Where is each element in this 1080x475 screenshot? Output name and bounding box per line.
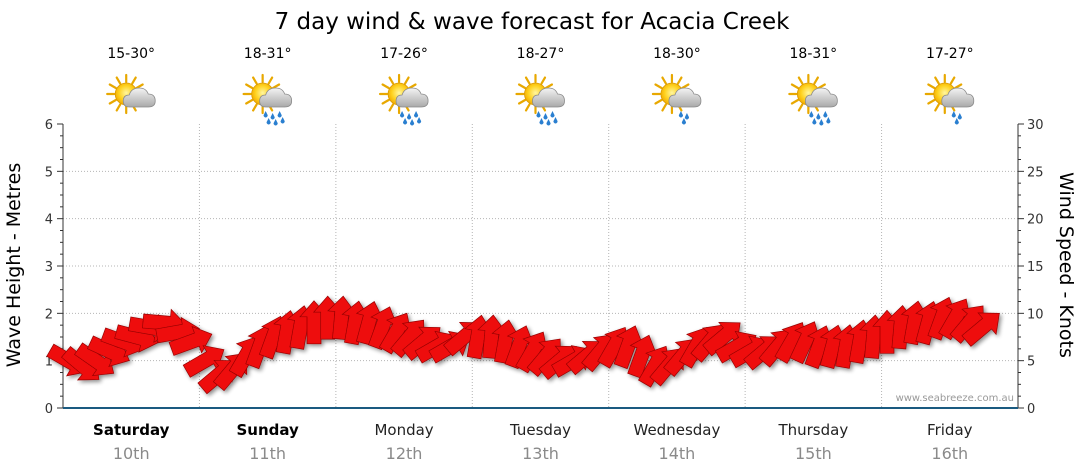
day-date-label: 11th [249,444,286,463]
left-axis-ticks: 0 1 2 3 4 5 6 [45,118,63,417]
day-name-label: Wednesday [634,421,721,439]
right-axis-ticks: 0 5 10 15 20 25 30 [1018,118,1044,417]
right-tick-label: 20 [1027,213,1044,228]
wind-arrow-series [46,295,1000,395]
left-tick-label: 0 [45,402,53,417]
chart-title: 7 day wind & wave forecast for Acacia Cr… [275,9,791,35]
left-tick-label: 3 [45,260,53,275]
right-tick-label: 0 [1027,402,1035,417]
day-name-label: Sunday [236,421,299,439]
day-name-label: Monday [374,421,433,439]
day-name-label: Friday [927,421,973,439]
wind-arrow [168,325,213,356]
temperature-range: 17-26° [380,46,428,62]
temperature-range: 17-27° [926,46,974,62]
temperature-range: 18-27° [517,46,565,62]
temperature-range: 18-31° [790,46,838,62]
right-tick-label: 30 [1027,118,1044,133]
weather-light-shower-icon [651,73,702,125]
day-name-label: Saturday [93,421,170,439]
day-date-label: 16th [931,444,968,463]
watermark: www.seabreeze.com.au [896,393,1014,404]
chart-grid [63,124,1018,408]
day-date-label: 14th [659,444,696,463]
day-date-label: 12th [386,444,423,463]
day-date-label: 15th [795,444,832,463]
left-tick-label: 6 [45,118,53,133]
left-tick-label: 2 [45,307,53,322]
left-axis-label: Wave Height - Metres [3,163,25,367]
day-forecast-headers: 15-30° 18-31° 17-26° 18-27° 18-30° 18-31° 17-2… [106,46,975,126]
temperature-range: 18-31° [244,46,292,62]
day-name-label: Thursday [777,421,848,439]
weather-showers-icon [242,73,293,126]
day-name-label: Tuesday [509,421,571,439]
temperature-range: 15-30° [107,46,155,62]
wind-arrow [182,345,225,378]
left-tick-label: 5 [45,165,53,180]
right-axis-label: Wind Speed - Knots [1055,172,1077,358]
weather-showers-icon [378,73,429,126]
day-date-label: 13th [522,444,559,463]
wind-arrow [961,312,1000,347]
right-tick-label: 10 [1027,307,1044,322]
day-date-label: 10th [113,444,150,463]
x-axis-day-labels: Saturday 10th Sunday 11th Monday 12th Tuesday 1… [93,421,973,463]
weather-partly-cloudy-icon [106,73,156,115]
left-tick-label: 1 [45,355,53,370]
right-tick-label: 15 [1027,260,1044,275]
weather-showers-icon [515,73,565,126]
right-tick-label: 5 [1027,355,1035,370]
wind-arrow [613,325,644,370]
wind-arrow [73,342,115,377]
left-tick-label: 4 [45,213,53,228]
temperature-range: 18-30° [653,46,701,62]
right-tick-label: 25 [1027,165,1044,180]
weather-light-shower-icon [924,73,975,125]
weather-showers-icon [788,73,838,126]
